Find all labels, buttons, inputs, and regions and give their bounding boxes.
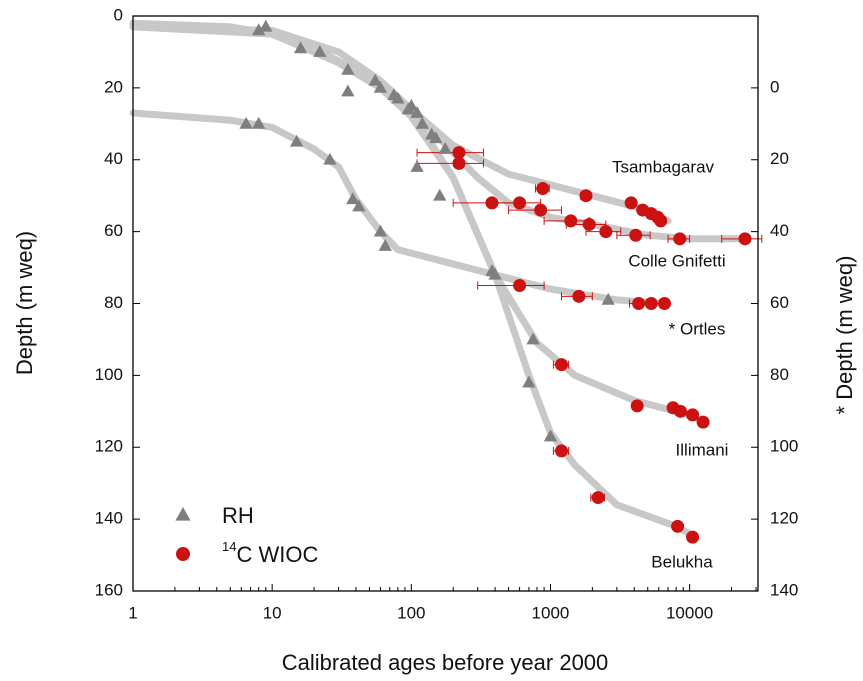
rh-point [373, 224, 388, 237]
site-label: Belukha [651, 552, 713, 571]
fit-curve [129, 23, 699, 541]
y-tick-label: 20 [104, 77, 123, 96]
rh-point [378, 239, 392, 251]
wioc-point [624, 196, 638, 210]
y2-tick-label: 80 [770, 365, 789, 384]
wioc-point [674, 404, 688, 418]
y-axis-title: Depth (m weq) [12, 231, 37, 375]
wioc-point [534, 203, 548, 217]
y-tick-label: 140 [95, 509, 123, 528]
y-tick-label: 160 [95, 580, 123, 599]
x-tick-label: 1000 [532, 603, 570, 622]
wioc-point [452, 156, 466, 170]
y-tick-label: 40 [104, 149, 123, 168]
x-axis-title: Calibrated ages before year 2000 [282, 650, 609, 675]
rh-point [429, 131, 443, 144]
legend-text: C WIOC [236, 542, 318, 567]
rh-point [352, 199, 366, 212]
wioc-point [554, 444, 568, 458]
y2-tick-label: 100 [770, 437, 798, 456]
rh-point [368, 73, 382, 86]
wioc-point [654, 214, 668, 228]
x-tick-label: 1 [128, 603, 137, 622]
rh-point [526, 332, 540, 345]
wioc-point [513, 196, 527, 210]
rh-point [543, 429, 558, 442]
wioc-point [599, 225, 613, 239]
rh-point [373, 80, 388, 93]
wioc-point [582, 217, 596, 231]
rh-point [415, 116, 429, 129]
y-tick-label: 100 [95, 365, 123, 384]
legend-label: 14C WIOC [222, 539, 318, 566]
rh-point [323, 152, 337, 165]
wioc-point [554, 358, 568, 372]
wioc-point [673, 232, 687, 246]
wioc-point [671, 519, 685, 533]
wioc-point [572, 289, 586, 303]
y2-tick-label: 20 [770, 149, 789, 168]
error-bar [477, 281, 545, 290]
y2-axis-title: * Depth (m weq) [832, 256, 857, 415]
rh-point [346, 192, 360, 205]
wioc-point [696, 415, 710, 429]
y2-tick-label: 140 [770, 580, 798, 599]
legend-label: RH [222, 503, 254, 528]
rh-point [391, 91, 405, 104]
wioc-point [632, 297, 646, 310]
rh-point [410, 106, 424, 118]
fit-curve [129, 23, 709, 426]
wioc-point [630, 399, 644, 413]
rh-point [313, 44, 327, 57]
y-tick-label: 80 [104, 293, 123, 312]
rh-point [404, 98, 418, 111]
rh-point [410, 159, 424, 172]
rh-point [293, 41, 308, 54]
error-bar [416, 159, 484, 168]
wioc-point [536, 182, 550, 195]
wioc-point [452, 146, 466, 160]
rh-point [252, 116, 266, 129]
wioc-point [591, 491, 605, 505]
wioc-point [644, 297, 658, 310]
wioc-point [686, 530, 700, 544]
x-tick-label: 10000 [666, 603, 713, 622]
site-label: * Ortles [669, 319, 726, 338]
wioc-point [738, 232, 752, 246]
wioc-point [629, 228, 643, 242]
legend-superscript: 14 [222, 539, 236, 554]
legend-marker [175, 507, 191, 521]
y2-tick-label: 60 [770, 293, 789, 312]
wioc-point [513, 279, 527, 293]
wioc-point [579, 189, 593, 203]
rh-point [341, 84, 355, 97]
rh-point [485, 264, 499, 277]
fit-curve [129, 109, 668, 307]
rh-point [259, 19, 273, 32]
rh-point [290, 134, 304, 147]
y-tick-label: 120 [95, 437, 123, 456]
rh-point [433, 188, 447, 201]
rh-point [341, 62, 355, 75]
site-label: Illimani [676, 440, 729, 459]
wioc-point [658, 297, 672, 310]
x-tick-label: 10 [263, 603, 282, 622]
x-tick-label: 100 [397, 603, 425, 622]
rh-point [522, 375, 536, 388]
y2-tick-label: 0 [770, 77, 779, 96]
rh-point [438, 141, 452, 154]
site-label: Colle Gnifetti [628, 251, 725, 270]
rh-point [252, 23, 266, 36]
legend-marker [176, 547, 190, 561]
rh-point [239, 116, 253, 129]
y2-tick-label: 40 [770, 221, 789, 240]
wioc-point [686, 408, 700, 422]
rh-point [601, 292, 615, 305]
site-label: Tsambagarav [612, 157, 715, 176]
y-tick-label: 60 [104, 221, 123, 240]
y2-tick-label: 120 [770, 509, 798, 528]
y-tick-label: 0 [114, 5, 123, 24]
